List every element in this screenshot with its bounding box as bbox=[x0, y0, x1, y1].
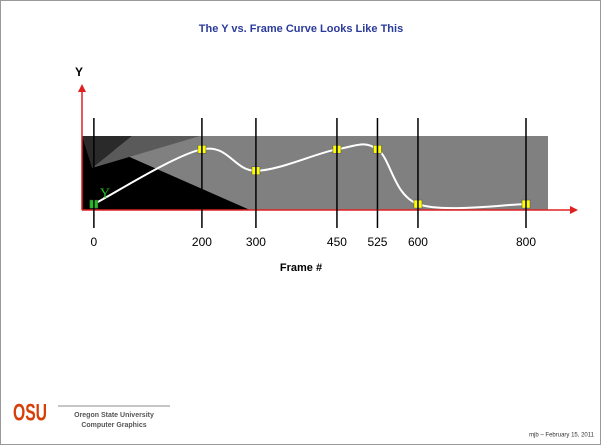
department-name: Computer Graphics bbox=[81, 422, 146, 429]
curve-label: Y bbox=[100, 186, 110, 201]
slide-border bbox=[1, 1, 601, 445]
credit: mjb – February 15, 2011 bbox=[529, 433, 595, 439]
slide-title: The Y vs. Frame Curve Looks Like This bbox=[199, 23, 403, 35]
x-tick-label: 800 bbox=[516, 235, 536, 249]
x-tick-label: 300 bbox=[246, 235, 266, 249]
university-name: Oregon State University bbox=[74, 412, 154, 419]
y-axis-label: Y bbox=[75, 65, 83, 79]
x-tick-label: 525 bbox=[367, 235, 387, 249]
logo: OSU bbox=[13, 399, 47, 426]
x-tick-label: 200 bbox=[192, 235, 212, 249]
x-tick-label: 600 bbox=[408, 235, 428, 249]
x-axis-label: Frame # bbox=[280, 262, 322, 274]
x-tick-label: 450 bbox=[327, 235, 347, 249]
slide: The Y vs. Frame Curve Looks Like This Y … bbox=[0, 0, 602, 446]
x-tick-label: 0 bbox=[91, 235, 98, 249]
